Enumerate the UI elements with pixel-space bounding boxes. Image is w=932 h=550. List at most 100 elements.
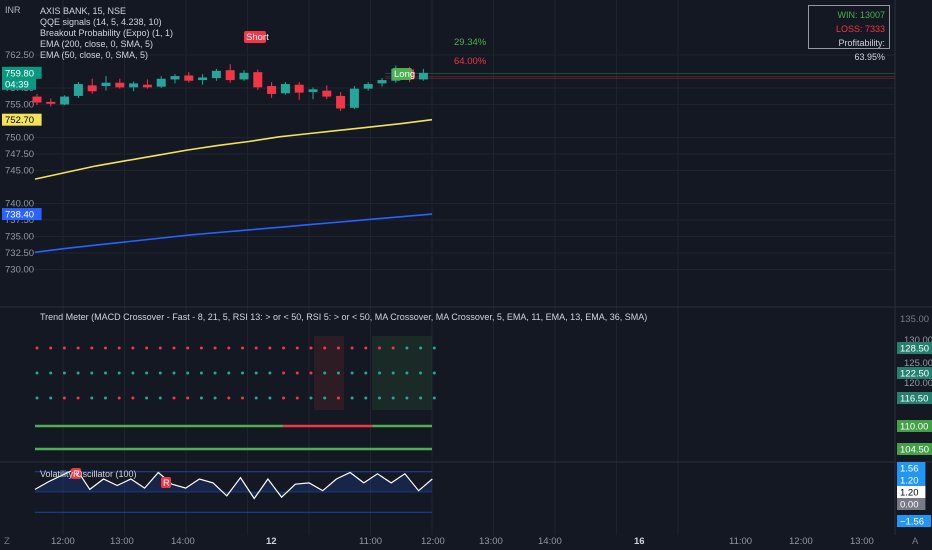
- candle-body: [225, 70, 235, 81]
- candle-body: [46, 101, 56, 104]
- candle-body: [101, 82, 111, 87]
- trend-dot: [419, 346, 423, 350]
- trend-badge: 122.50: [900, 369, 929, 380]
- candle-body: [142, 84, 152, 88]
- trend-dot: [62, 396, 66, 400]
- price-tick: 740.00: [5, 199, 34, 210]
- trend-dot: [158, 371, 162, 375]
- trend-dot: [391, 346, 395, 350]
- trend-dot: [336, 371, 340, 375]
- trend-badge-bg: [897, 443, 932, 455]
- trend-dot: [282, 396, 286, 400]
- time-tick: 11:00: [359, 536, 382, 547]
- trend-tick: 120.00: [904, 378, 932, 389]
- candle-body: [253, 72, 263, 88]
- vol-badge: 1.20: [900, 476, 919, 487]
- candle-body: [418, 72, 428, 80]
- trend-dot: [241, 346, 244, 350]
- trend-dot: [391, 396, 395, 400]
- trend-dot: [117, 346, 121, 350]
- vol-badge: −1.56: [900, 517, 924, 528]
- trend-dot: [350, 371, 354, 375]
- ema200-badge-bg: [2, 113, 42, 126]
- trend-dot: [364, 346, 368, 350]
- trend-dot: [309, 371, 313, 375]
- trend-dot: [227, 346, 231, 350]
- short-signal-label: Short: [246, 32, 269, 43]
- candle-body: [115, 82, 125, 88]
- legend-breakout[interactable]: Breakout Probability (Expo) (1, 1): [40, 28, 174, 38]
- trend-dot: [268, 396, 272, 400]
- trend-dot: [323, 371, 327, 375]
- trend-dot: [227, 396, 231, 400]
- trend-dot: [104, 371, 107, 375]
- trend-dot: [282, 371, 286, 375]
- candle-body: [32, 96, 42, 103]
- trend-dot: [117, 396, 121, 400]
- win-count: WIN: 13007: [837, 10, 885, 20]
- trend-dot: [49, 396, 53, 400]
- price-tick: 747.50: [5, 149, 34, 160]
- breakout-lower-pct: 64.00%: [454, 56, 487, 67]
- price-tick: 762.50: [5, 50, 34, 61]
- trend-dot: [90, 346, 94, 350]
- volatility-oscillator-pane: RR1.561.201.200.00−1.56: [34, 462, 931, 528]
- candle-body: [211, 70, 221, 79]
- trend-dot: [213, 346, 217, 350]
- time-tick: 12: [266, 536, 277, 547]
- price-tick: 737.50: [5, 215, 34, 226]
- trend-dot: [227, 371, 231, 375]
- candle-body: [336, 95, 346, 109]
- time-tick: 12:00: [421, 536, 445, 547]
- trend-dot: [336, 346, 340, 350]
- trend-tick: 125.00: [904, 358, 932, 369]
- trend-dot: [199, 371, 203, 375]
- trend-dot: [186, 346, 190, 350]
- legend-ema50[interactable]: EMA (50, close, 0, SMA, 5): [40, 50, 149, 60]
- trend-dot: [172, 396, 176, 400]
- trend-dot: [49, 346, 53, 350]
- legend-qqe[interactable]: QQE signals (14, 5, 4.238, 10): [40, 17, 162, 27]
- time-tick: 12:00: [51, 536, 75, 547]
- candle-body: [170, 76, 180, 80]
- trend-dot: [378, 371, 381, 375]
- vol-badge-bg: [897, 474, 926, 486]
- price-tick: 745.00: [5, 166, 34, 177]
- candle-body: [267, 86, 277, 94]
- price-tick: 735.00: [5, 232, 34, 243]
- legend-ema200[interactable]: EMA (200, close, 0, SMA, 5): [40, 39, 154, 49]
- trend-dot: [76, 346, 80, 350]
- long-signal-bg: [392, 68, 412, 80]
- trend-dot: [186, 371, 190, 375]
- trend-dot: [405, 396, 409, 400]
- legend-symbol[interactable]: AXIS BANK, 15, NSE: [40, 6, 127, 16]
- vol-osc-title[interactable]: Volatility Oscillator (100): [40, 469, 137, 479]
- trend-dot: [62, 371, 66, 375]
- trend-badge: 128.50: [900, 344, 929, 355]
- candle-body: [129, 83, 139, 88]
- price-tick: 755.00: [5, 100, 34, 111]
- trend-dot: [241, 371, 244, 375]
- trend-dot: [323, 346, 327, 350]
- trend-dot: [282, 346, 286, 350]
- trend-dot: [117, 371, 121, 375]
- trend-dot: [172, 346, 176, 350]
- ema50-line: [34, 213, 433, 254]
- trend-badge-bg: [897, 392, 932, 404]
- ema200-badge: 752.70: [5, 115, 34, 126]
- trend-dot: [62, 346, 66, 350]
- trend-dot: [254, 396, 258, 400]
- long-signal-label: Long: [394, 69, 415, 80]
- price-tick: 732.50: [5, 248, 34, 259]
- trend-dot: [309, 346, 313, 350]
- trend-dot: [172, 371, 176, 375]
- last-price-badge: 759.80: [5, 68, 34, 79]
- auto-scale-button: A: [912, 536, 919, 547]
- trend-dot: [432, 371, 436, 375]
- candle-body: [349, 88, 359, 108]
- ema200-line: [34, 118, 433, 180]
- price-tick: 730.00: [5, 265, 34, 276]
- vol-badge: 0.00: [900, 500, 919, 511]
- trend-meter-title[interactable]: Trend Meter (MACD Crossover - Fast - 8, …: [40, 312, 648, 322]
